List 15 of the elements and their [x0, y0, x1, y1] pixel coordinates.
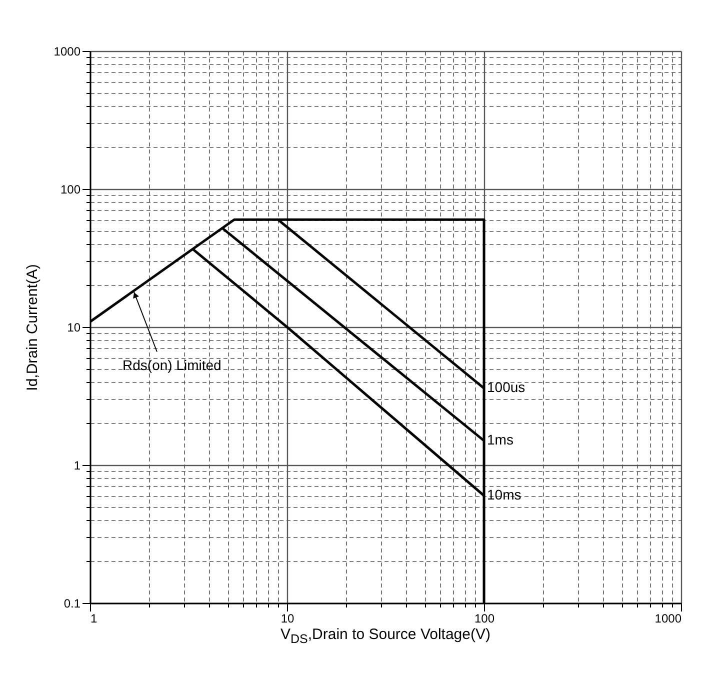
- y-axis-title: Id,Drain Current(A): [24, 264, 41, 391]
- series-label: 10ms: [487, 486, 522, 503]
- y-tick-label: 0.1: [64, 596, 81, 610]
- x-tick-label: 1000: [654, 612, 682, 626]
- y-tick-label: 10: [67, 320, 81, 334]
- x-tick-label: 100: [474, 612, 495, 626]
- y-tick-label: 1: [74, 458, 81, 472]
- series-label: 1ms: [487, 432, 514, 448]
- x-tick-label: 1: [90, 612, 98, 626]
- x-tick-label: 10: [280, 612, 294, 626]
- y-tick-label: 1000: [54, 44, 81, 58]
- series-label: 100us: [487, 379, 526, 396]
- x-axis-title: V$_{DS}$,Drain to Source Voltage(V): [280, 626, 492, 646]
- annotation: Rds(on) Limited: [122, 356, 222, 373]
- y-tick-label: 100: [60, 182, 81, 196]
